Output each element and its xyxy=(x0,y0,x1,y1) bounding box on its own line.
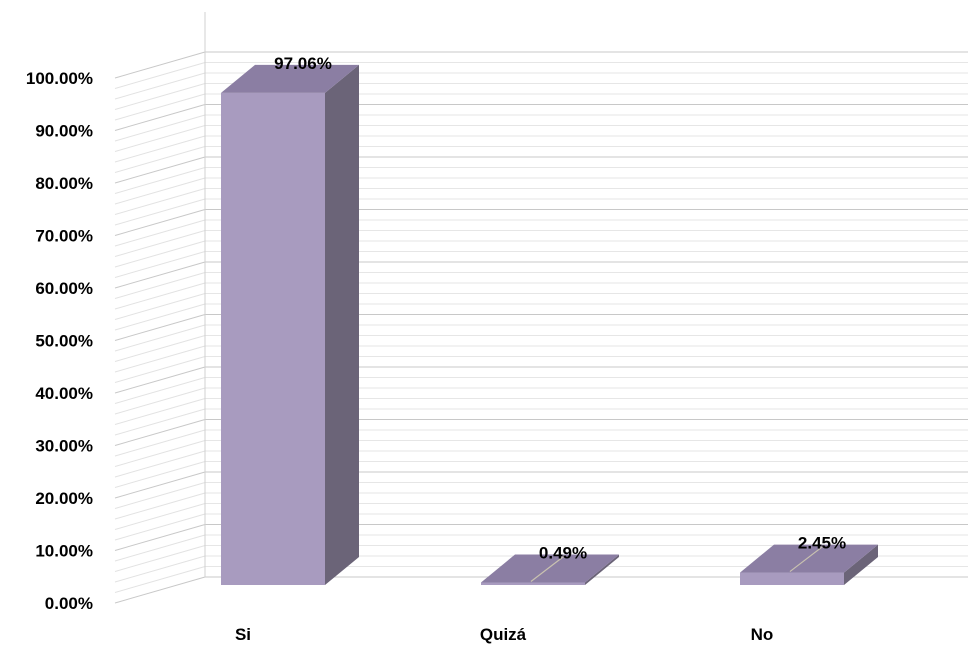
gridline-side xyxy=(114,461,206,488)
gridline-side xyxy=(114,156,206,184)
gridline-side xyxy=(114,356,206,383)
gridline-side xyxy=(114,272,206,299)
y-tick-label: 70.00% xyxy=(35,227,93,246)
gridline-side xyxy=(114,261,206,289)
gridline-side xyxy=(114,324,206,352)
y-tick-label: 30.00% xyxy=(35,437,93,456)
gridline-side xyxy=(114,555,206,583)
gridline-side xyxy=(114,198,206,226)
gridline-side xyxy=(114,114,206,142)
y-tick-label: 10.00% xyxy=(35,542,93,561)
gridline-side xyxy=(114,429,206,457)
gridline-side xyxy=(114,146,206,173)
gridline-side xyxy=(114,219,206,247)
gridline-side xyxy=(114,377,206,404)
gridline-side xyxy=(114,167,206,194)
bar-quizá xyxy=(481,554,619,585)
gridline-side xyxy=(114,366,206,394)
bar-side xyxy=(585,554,619,585)
y-tick-label: 90.00% xyxy=(35,122,93,141)
y-tick-label: 20.00% xyxy=(35,489,93,508)
gridline-side xyxy=(114,576,206,604)
gridline-side xyxy=(114,503,206,530)
gridline-side xyxy=(114,72,206,100)
bar-side xyxy=(844,544,878,585)
bar-top xyxy=(481,554,619,583)
gridline-side xyxy=(114,230,206,257)
gridline-side xyxy=(114,293,206,320)
gridline-side xyxy=(114,440,206,467)
gridline-side xyxy=(114,209,206,236)
bar-top xyxy=(221,64,359,93)
y-tick-label: 80.00% xyxy=(35,174,93,193)
gridline-side xyxy=(114,125,206,152)
bar-front xyxy=(481,582,585,585)
gridline-side xyxy=(114,492,206,520)
leader-line xyxy=(789,545,825,573)
data-label: 2.45% xyxy=(798,534,846,553)
data-label: 97.06% xyxy=(274,54,332,73)
y-tick-label: 40.00% xyxy=(35,384,93,403)
gridline-side xyxy=(114,471,206,499)
gridline-side xyxy=(114,345,206,373)
y-axis-tick-labels: 0.00% 10.00% 20.00% 30.00% 40.00% 50.00% 60.00… xyxy=(26,69,93,613)
gridline-side xyxy=(114,83,206,110)
y-tick-label: 50.00% xyxy=(35,332,93,351)
gridline-side xyxy=(114,398,206,425)
gridline-side xyxy=(114,513,206,541)
gridline-side xyxy=(114,387,206,415)
gridline-side xyxy=(114,135,206,163)
gridline-side xyxy=(114,408,206,436)
gridline-side xyxy=(114,450,206,478)
gridline-side xyxy=(114,240,206,268)
data-label: 0.49% xyxy=(539,544,587,563)
bar-front xyxy=(740,572,844,585)
y-tick-label: 100.00% xyxy=(26,69,93,88)
gridline-side xyxy=(114,314,206,341)
bars xyxy=(221,64,878,586)
gridline-side xyxy=(114,335,206,362)
gridline-side xyxy=(114,282,206,310)
gridline-side xyxy=(114,419,206,446)
gridline-side xyxy=(114,62,206,89)
bar-front xyxy=(221,92,325,586)
bar-side xyxy=(325,64,359,585)
category-label: Quizá xyxy=(480,625,527,644)
gridline-side xyxy=(114,534,206,562)
gridline-side xyxy=(114,188,206,215)
gridline-side xyxy=(114,545,206,572)
gridline-side xyxy=(114,177,206,205)
data-labels: 97.06% 0.49% 2.45% xyxy=(274,54,846,563)
bar-top xyxy=(740,544,878,573)
y-tick-label: 0.00% xyxy=(45,594,93,613)
gridline-side xyxy=(114,251,206,278)
leader-line xyxy=(530,555,566,582)
gridline-side xyxy=(114,51,206,79)
y-tick-label: 60.00% xyxy=(35,279,93,298)
category-label: No xyxy=(751,625,774,644)
bar-si xyxy=(221,64,359,586)
gridline-side xyxy=(114,104,206,131)
gridline-side xyxy=(114,566,206,593)
category-labels: Si Quizá No xyxy=(235,625,773,644)
gridline-side xyxy=(114,303,206,331)
gridline-side xyxy=(114,93,206,121)
category-label: Si xyxy=(235,625,251,644)
gridline-side xyxy=(114,482,206,509)
bar-no xyxy=(740,544,878,585)
gridline-side xyxy=(114,524,206,551)
